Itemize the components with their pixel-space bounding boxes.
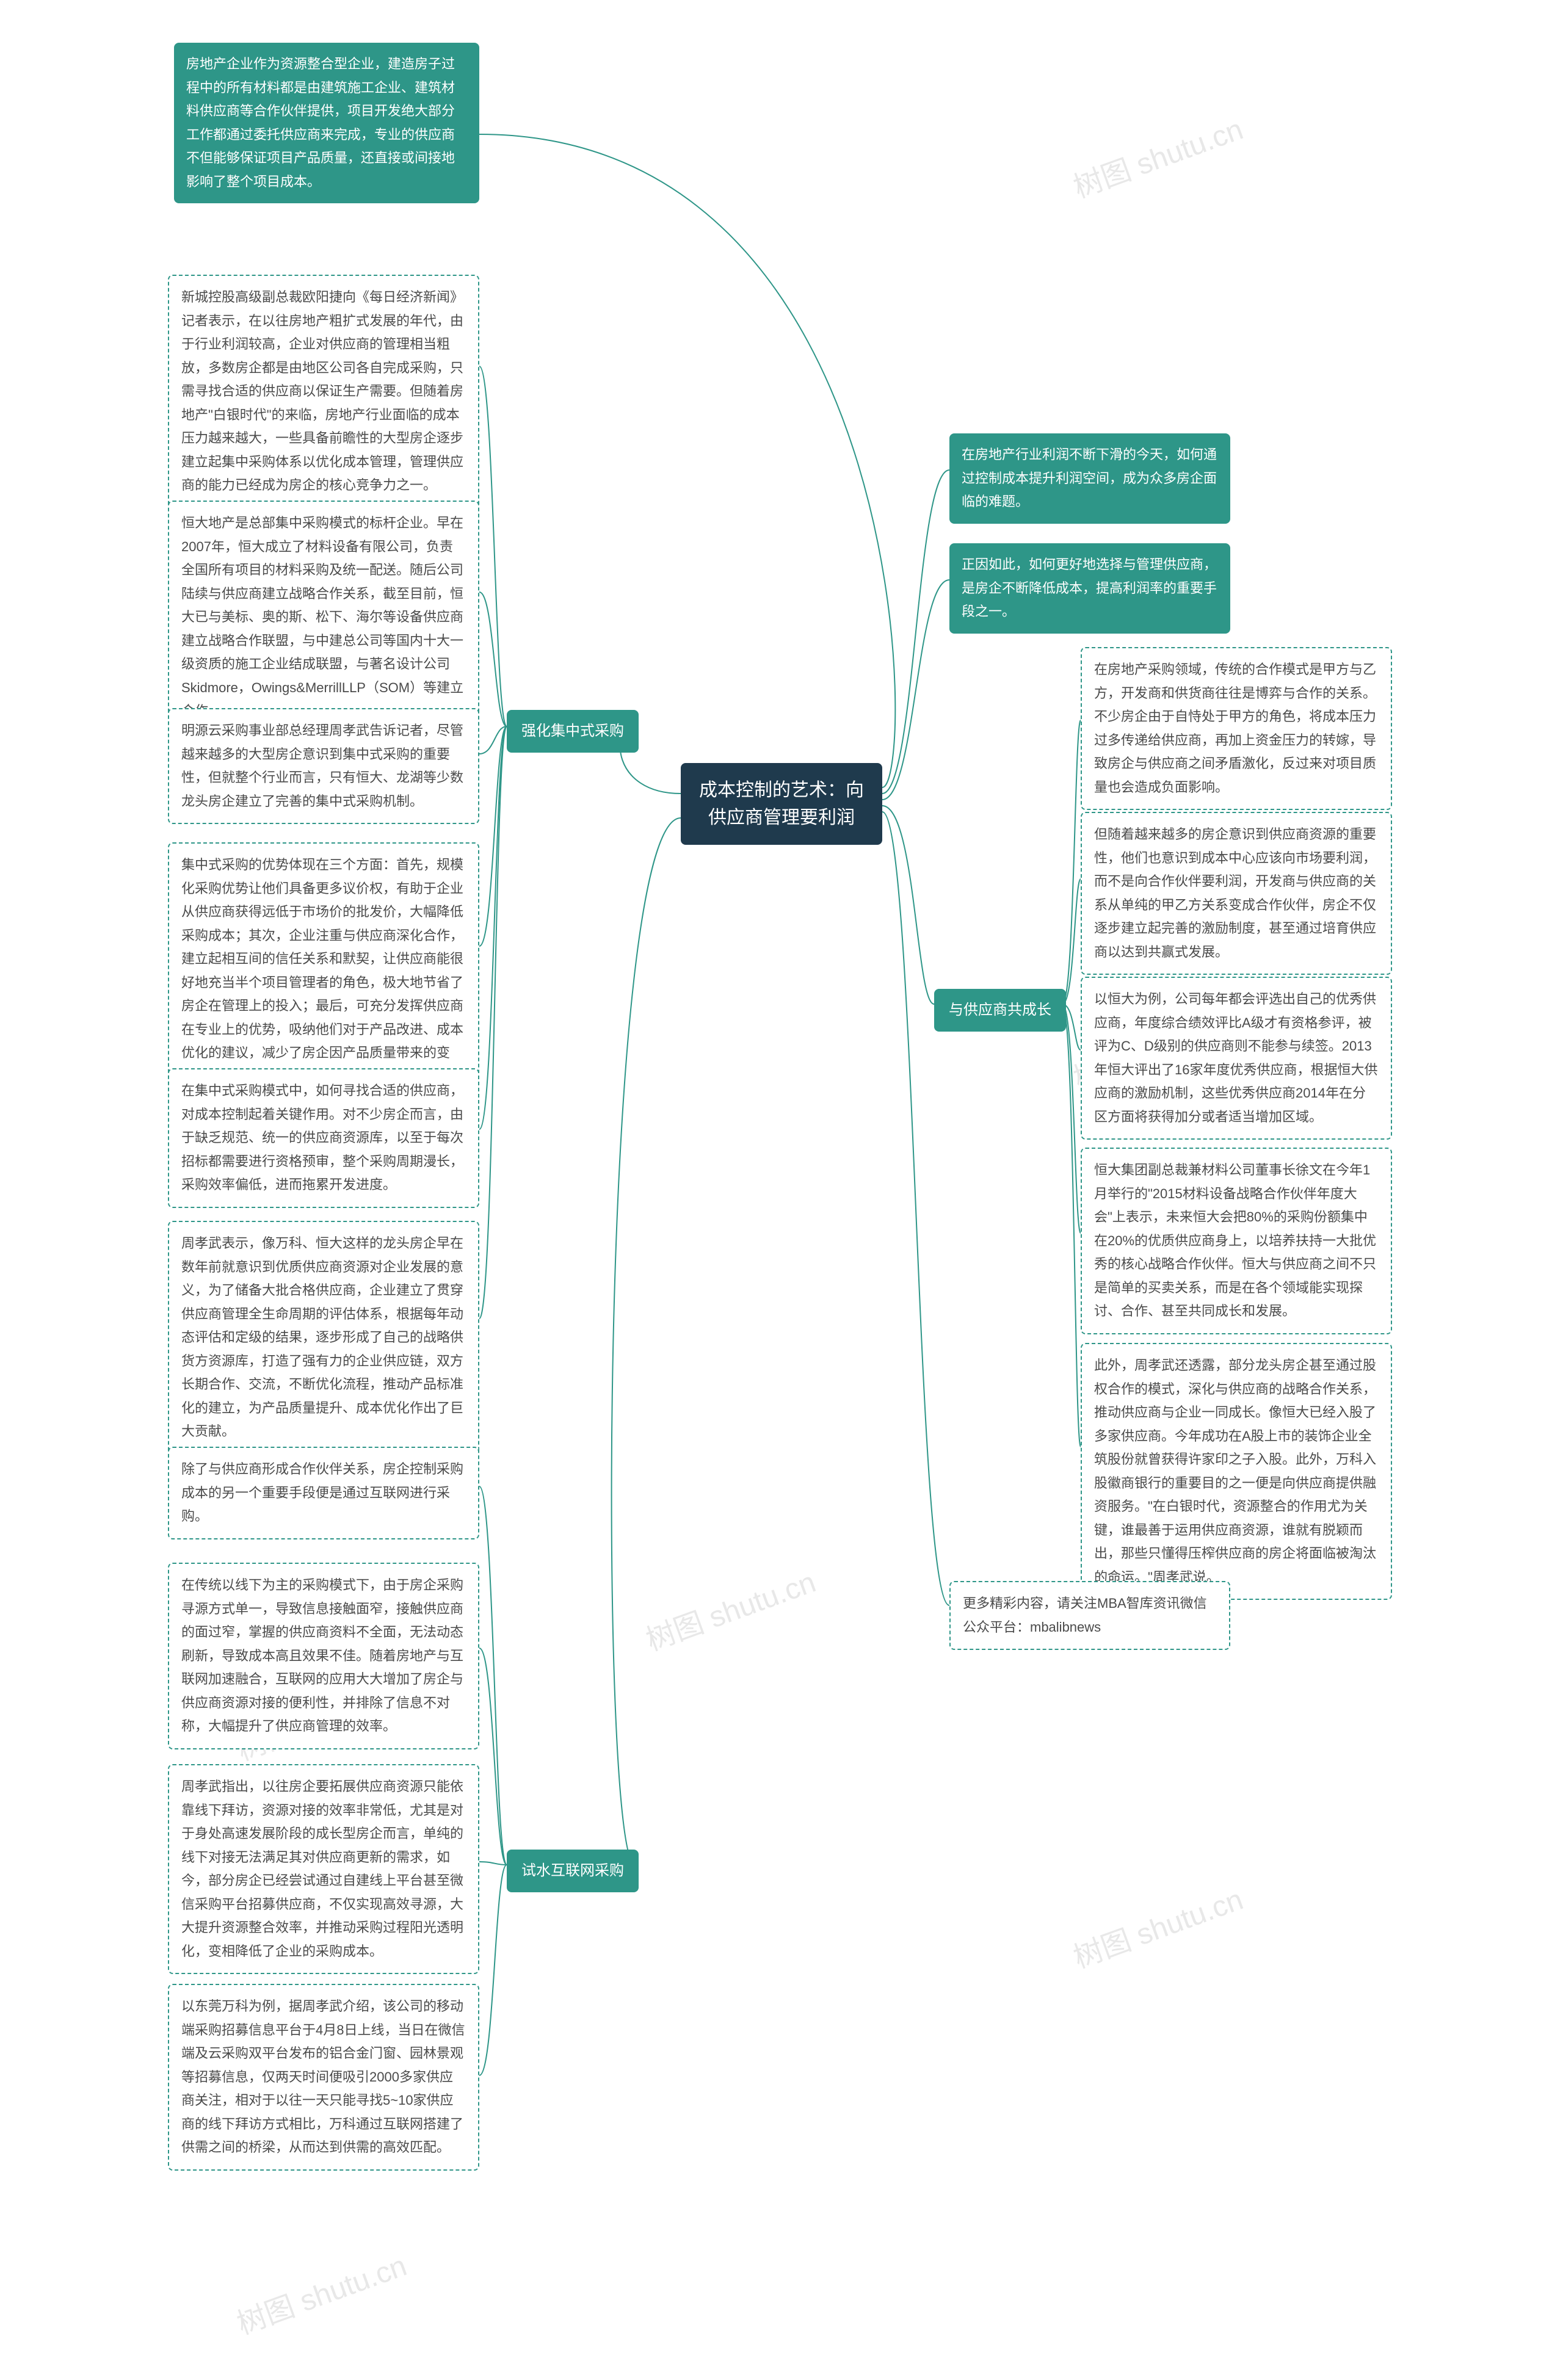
footer-leaf: 更多精彩内容，请关注MBA智库资讯微信公众平台：mbalibnews [949, 1581, 1230, 1650]
watermark: 树图 shutu.cn [639, 1558, 821, 1658]
connector [479, 726, 507, 1318]
leaf-node: 明源云采购事业部总经理周孝武告诉记者，尽管越来越多的大型房企意识到集中式采购的重… [168, 708, 479, 824]
connector [1062, 1004, 1081, 1233]
connector [479, 366, 507, 726]
intro-filled-leaf: 房地产企业作为资源整合型企业，建造房子过程中的所有材料都是由建筑施工企业、建筑材… [174, 43, 479, 203]
leaf-node: 在集中式采购模式中，如何寻找合适的供应商，对成本控制起着关键作用。对不少房企而言… [168, 1068, 479, 1208]
branch-node-b2: 试水互联网采购 [507, 1850, 639, 1892]
leaf-node: 在房地产采购领域，传统的合作模式是甲方与乙方，开发商和供货商往往是博弈与合作的关… [1081, 647, 1392, 810]
leaf-node: 恒大地产是总部集中采购模式的标杆企业。早在2007年，恒大成立了材料设备有限公司… [168, 501, 479, 734]
leaf-node: 此外，周孝武还透露，部分龙头房企甚至通过股权合作的模式，深化与供应商的战略合作关… [1081, 1343, 1392, 1600]
connector [479, 726, 507, 754]
connector [1062, 1004, 1081, 1447]
leaf-node: 在传统以线下为主的采购模式下，由于房企采购寻源方式单一，导致信息接触面窄，接触供… [168, 1563, 479, 1749]
connector [479, 726, 507, 946]
right-filled-leaf: 在房地产行业利润不断下滑的今天，如何通过控制成本提升利润空间，成为众多房企面临的… [949, 433, 1230, 524]
branch-node-b3: 与供应商共成长 [934, 989, 1066, 1032]
connector [479, 1862, 507, 1865]
connector [612, 818, 681, 1865]
connector [882, 580, 949, 800]
watermark: 树图 shutu.cn [1067, 105, 1248, 206]
leaf-node: 除了与供应商形成合作伙伴关系，房企控制采购成本的另一个重要手段便是通过互联网进行… [168, 1447, 479, 1539]
leaf-node: 新城控股高级副总裁欧阳捷向《每日经济新闻》记者表示，在以往房地产粗扩式发展的年代… [168, 275, 479, 508]
connector [479, 1648, 507, 1865]
branch-node-b1: 强化集中式采购 [507, 710, 639, 753]
connector [882, 812, 949, 1605]
connector [882, 470, 949, 794]
connector [882, 806, 934, 1004]
leaf-node: 以东莞万科为例，据周孝武介绍，该公司的移动端采购招募信息平台于4月8日上线，当日… [168, 1984, 479, 2171]
connector [1062, 720, 1081, 1004]
right-filled-leaf: 正因如此，如何更好地选择与管理供应商，是房企不断降低成本，提高利润率的重要手段之… [949, 543, 1230, 634]
connector [479, 1865, 507, 2075]
connector [479, 134, 895, 787]
watermark: 树图 shutu.cn [1067, 1875, 1248, 1976]
connector [479, 1486, 507, 1865]
connector [479, 726, 507, 1129]
leaf-node: 周孝武表示，像万科、恒大这样的龙头房企早在数年前就意识到优质供应商资源对企业发展… [168, 1221, 479, 1455]
watermark: 树图 shutu.cn [230, 2241, 412, 2342]
leaf-node: 以恒大为例，公司每年都会评选出自己的优秀供应商，年度综合绩效评比A级才有资格参评… [1081, 977, 1392, 1140]
connector [479, 592, 507, 726]
leaf-node: 但随着越来越多的房企意识到供应商资源的重要性，他们也意识到成本中心应该向市场要利… [1081, 812, 1392, 975]
leaf-node: 周孝武指出，以往房企要拓展供应商资源只能依靠线下拜访，资源对接的效率非常低，尤其… [168, 1764, 479, 1974]
leaf-node: 恒大集团副总裁兼材料公司董事长徐文在今年1月举行的"2015材料设备战略合作伙伴… [1081, 1148, 1392, 1334]
center-node: 成本控制的艺术：向供应商管理要利润 [681, 763, 882, 845]
connector [1062, 879, 1081, 1004]
